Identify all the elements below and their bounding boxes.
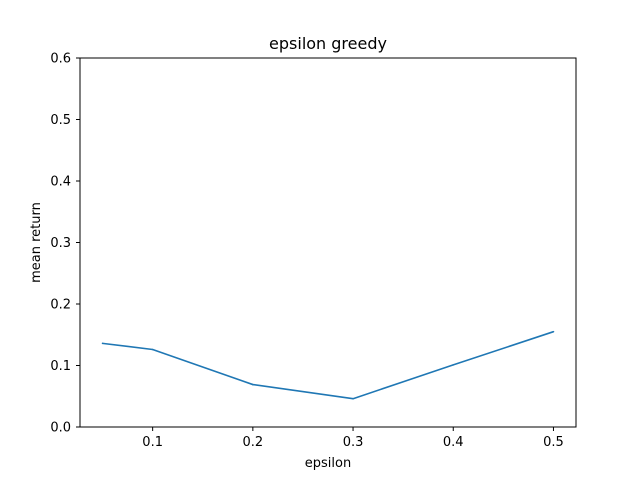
data-point xyxy=(151,348,154,351)
data-point xyxy=(552,330,555,333)
y-tick-label: 0.6 xyxy=(50,52,71,67)
y-tick-label: 0.5 xyxy=(50,113,71,128)
x-tick-label: 0.4 xyxy=(443,435,464,450)
y-axis: 0.0 0.1 0.2 0.3 0.4 0.5 0.6 xyxy=(50,52,80,436)
x-axis-label: epsilon xyxy=(305,456,351,471)
x-tick-label: 0.5 xyxy=(543,435,564,450)
y-tick-label: 0.4 xyxy=(50,175,71,190)
y-tick-label: 0.0 xyxy=(50,421,71,436)
y-tick-label: 0.3 xyxy=(50,236,71,251)
x-tick-label: 0.3 xyxy=(343,435,364,450)
x-axis: 0.1 0.2 0.3 0.4 0.5 xyxy=(142,427,564,450)
data-point xyxy=(452,364,455,366)
chart-title: epsilon greedy xyxy=(269,34,387,53)
x-tick-label: 0.2 xyxy=(243,435,264,450)
x-tick-label: 0.1 xyxy=(142,435,163,450)
data-point xyxy=(101,342,104,345)
data-point xyxy=(352,397,354,400)
series-line xyxy=(102,330,554,400)
y-tick-label: 0.1 xyxy=(50,359,71,374)
data-point xyxy=(252,383,254,386)
series-layer xyxy=(101,330,555,400)
y-tick-label: 0.2 xyxy=(50,298,71,313)
y-axis-label: mean return xyxy=(29,202,44,283)
